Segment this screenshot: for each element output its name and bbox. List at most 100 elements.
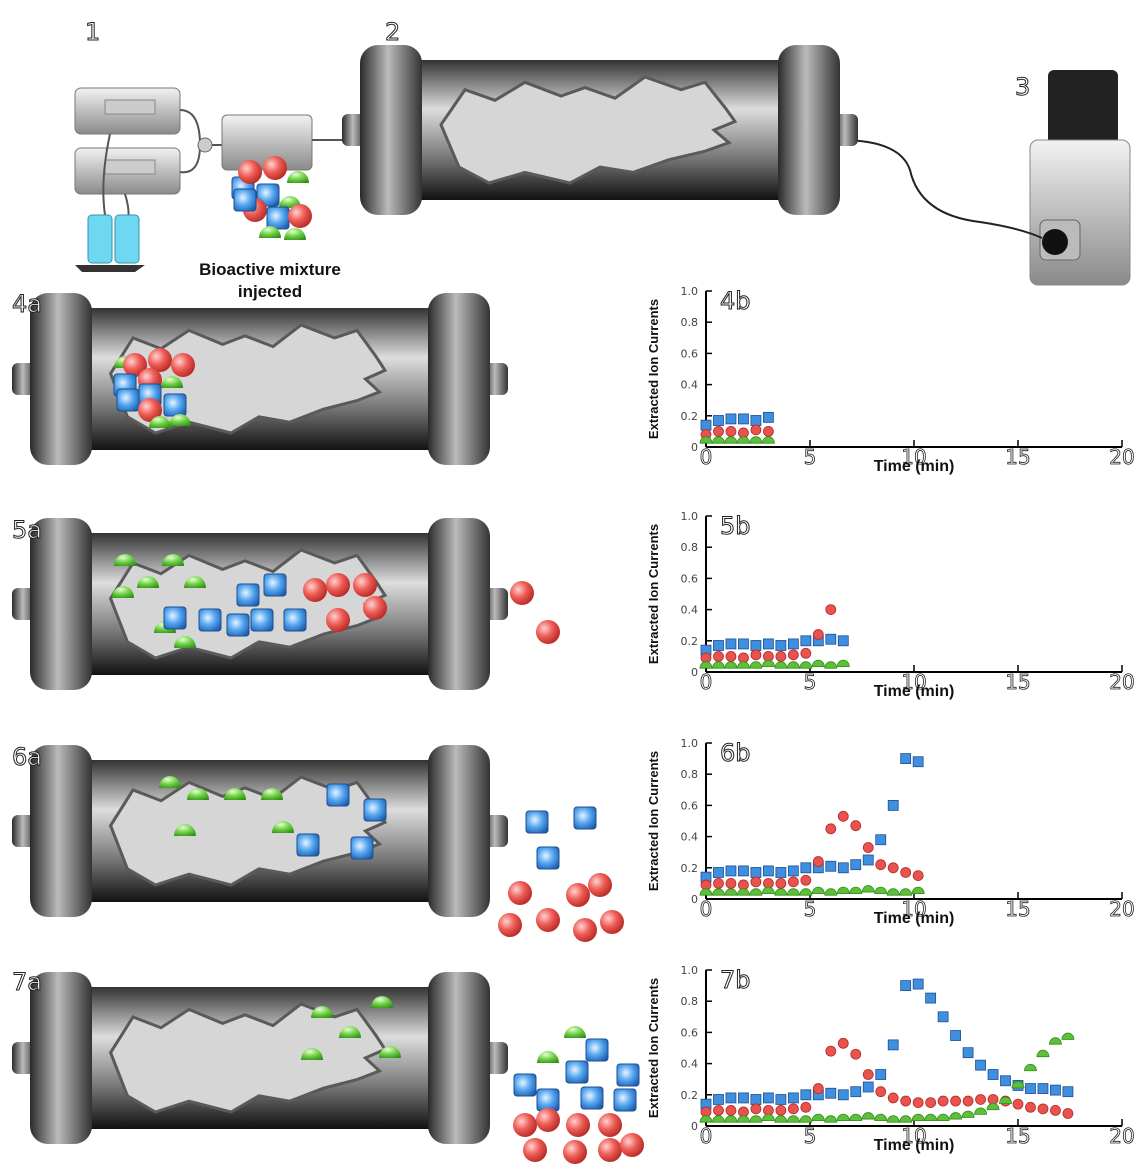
x-tick-label: 0	[700, 1124, 713, 1148]
data-point	[751, 877, 761, 887]
data-point	[876, 860, 886, 870]
data-point	[838, 863, 848, 873]
x-tick-label: 5	[804, 1124, 817, 1148]
data-point	[813, 630, 823, 640]
data-point	[913, 871, 923, 881]
data-point	[750, 662, 762, 669]
x-tick-label: 15	[1005, 897, 1030, 921]
data-point	[750, 437, 762, 444]
data-point	[737, 662, 749, 669]
data-point	[700, 662, 712, 669]
data-point	[851, 821, 861, 831]
data-point	[837, 887, 849, 894]
data-point	[788, 877, 798, 887]
data-point	[726, 878, 736, 888]
data-point	[851, 1049, 861, 1059]
y-tick-label: 0	[691, 441, 698, 454]
analyte-cube	[251, 609, 273, 631]
column-flange	[360, 45, 422, 215]
analyte-cube	[297, 834, 319, 856]
data-point	[901, 754, 911, 764]
x-tick-label: 0	[700, 897, 713, 921]
solvent-bottle	[88, 215, 112, 263]
data-point	[863, 1070, 873, 1080]
column-flange	[428, 972, 490, 1144]
analyte-sphere	[510, 581, 534, 605]
chart-title: 5b	[720, 512, 751, 540]
data-point	[812, 660, 824, 667]
y-tick-label: 0.8	[681, 768, 699, 781]
data-point	[850, 887, 862, 894]
y-axis-label: Extracted Ion Currents	[646, 299, 661, 439]
x-tick-label: 0	[700, 445, 713, 469]
chart: 00.20.40.60.81.005101520Time (min)Extrac…	[646, 964, 1135, 1154]
data-point	[963, 1096, 973, 1106]
data-point	[876, 1070, 886, 1080]
y-tick-label: 0.8	[681, 995, 699, 1008]
data-point	[901, 981, 911, 991]
y-axis-label: Extracted Ion Currents	[646, 751, 661, 891]
x-tick-label: 5	[804, 670, 817, 694]
data-point	[801, 1090, 811, 1100]
data-point	[838, 811, 848, 821]
x-tick-label: 15	[1005, 445, 1030, 469]
analyte-sphere	[566, 883, 590, 907]
x-axis-label: Time (min)	[874, 458, 955, 475]
data-point	[762, 1114, 774, 1121]
chart-title: 7b	[720, 966, 751, 994]
analyte-sphere	[566, 1113, 590, 1137]
pump-panel	[105, 160, 155, 174]
y-tick-label: 0.4	[681, 831, 699, 844]
injection-caption: Bioactive mixture	[199, 260, 341, 279]
data-point	[888, 1040, 898, 1050]
data-point	[1049, 1038, 1061, 1045]
y-tick-label: 1.0	[681, 285, 699, 298]
data-point	[926, 993, 936, 1003]
data-point	[851, 860, 861, 870]
data-point	[887, 889, 899, 895]
y-tick-label: 0.2	[681, 1089, 699, 1102]
data-point	[738, 639, 748, 649]
data-point	[875, 887, 887, 894]
data-point	[826, 634, 836, 644]
data-point	[837, 1114, 849, 1121]
column-flange	[778, 45, 840, 215]
analyte-sphere	[513, 1113, 537, 1137]
data-point	[751, 867, 761, 877]
data-point	[876, 835, 886, 845]
data-point	[862, 1113, 874, 1120]
data-point	[763, 866, 773, 876]
y-tick-label: 0.6	[681, 799, 699, 812]
data-point	[813, 1084, 823, 1094]
y-tick-label: 0.2	[681, 635, 699, 648]
analyte-cube	[537, 1089, 559, 1111]
data-point	[826, 1088, 836, 1098]
x-tick-label: 20	[1109, 1124, 1134, 1148]
data-point	[975, 1108, 987, 1114]
y-tick-label: 0.8	[681, 316, 699, 329]
x-tick-label: 20	[1109, 897, 1134, 921]
data-point	[763, 426, 773, 436]
analyte-sphere	[326, 573, 350, 597]
step-label: 2	[385, 18, 400, 46]
data-point	[951, 1096, 961, 1106]
analyte-cube	[117, 389, 139, 411]
data-point	[750, 1116, 762, 1123]
data-point	[1063, 1087, 1073, 1097]
y-tick-label: 1.0	[681, 510, 699, 523]
data-point	[976, 1094, 986, 1104]
data-point	[950, 1113, 962, 1120]
analyte-cube	[199, 609, 221, 631]
data-point	[838, 1090, 848, 1100]
data-point	[826, 861, 836, 871]
data-point	[825, 1116, 837, 1123]
column-flange	[30, 293, 92, 465]
data-point	[838, 1038, 848, 1048]
data-point	[887, 1116, 899, 1123]
data-point	[901, 867, 911, 877]
analyte-dome	[564, 1026, 586, 1038]
analyte-cube	[617, 1064, 639, 1086]
data-point	[813, 857, 823, 867]
chart: 00.20.40.60.81.005101520Time (min)Extrac…	[646, 285, 1135, 475]
